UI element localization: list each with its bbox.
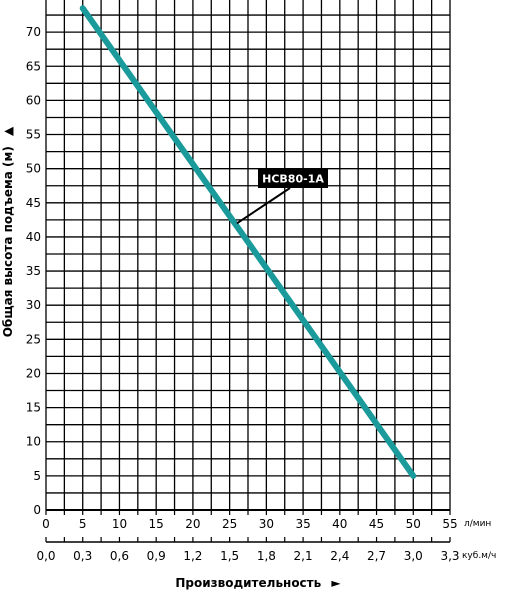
x-tick-label: 50 xyxy=(406,517,421,531)
y-axis-title-text: Общая высота подъема (м) xyxy=(1,146,15,337)
x-axis-title: Производительность ► xyxy=(175,576,341,590)
x-tick-label: 0 xyxy=(42,517,50,531)
y-tick-label: 55 xyxy=(26,128,41,142)
y-tick-label: 65 xyxy=(26,59,41,73)
x-tick-label: 30 xyxy=(259,517,274,531)
x-secondary-tick-label: 2,7 xyxy=(367,549,386,563)
y-tick-label: 50 xyxy=(26,162,41,176)
annotation-label: HCB80-1A xyxy=(262,173,324,186)
x-secondary-tick-label: 1,5 xyxy=(220,549,239,563)
x-axis-arrow: ► xyxy=(331,576,341,590)
y-tick-label: 35 xyxy=(26,264,41,278)
x-tick-label: 20 xyxy=(185,517,200,531)
y-tick-label: 10 xyxy=(26,435,41,449)
x-secondary-tick-label: 0,9 xyxy=(147,549,166,563)
annotation: HCB80-1A xyxy=(236,168,328,225)
x-secondary-tick-label: 0,3 xyxy=(73,549,92,563)
annotation-box xyxy=(258,168,328,188)
x-tick-labels-primary: 0 5 10 15 20 25 30 35 40 45 50 55 xyxy=(42,517,457,531)
x-secondary-tick-label: 3,3 xyxy=(440,549,459,563)
y-tick-label: 5 xyxy=(33,469,41,483)
y-tick-label: 0 xyxy=(33,503,41,517)
y-axis-title: Общая высота подъема (м) ▲ xyxy=(1,126,15,337)
y-tick-label: 40 xyxy=(26,230,41,244)
y-tick-label: 60 xyxy=(26,93,41,107)
annotation-leader-line xyxy=(236,187,291,225)
x-tick-label: 55 xyxy=(442,517,457,531)
x-secondary-tick-label: 0,0 xyxy=(36,549,55,563)
x-tick-label: 45 xyxy=(369,517,384,531)
series-line xyxy=(79,5,417,479)
x-tick-label: 15 xyxy=(149,517,164,531)
x-secondary-unit-label: куб.м/ч xyxy=(462,551,496,561)
x-secondary-tick-label: 1,8 xyxy=(257,549,276,563)
x-tick-label: 35 xyxy=(295,517,310,531)
y-tick-labels: 0 5 10 15 20 25 30 35 40 45 50 55 60 65 70 xyxy=(26,25,41,517)
x-tick-label: 40 xyxy=(332,517,347,531)
x-secondary-tick-label: 2,4 xyxy=(330,549,349,563)
x-secondary-tick-label: 3,0 xyxy=(404,549,423,563)
y-tick-label: 30 xyxy=(26,298,41,312)
x-tick-label: 10 xyxy=(112,517,127,531)
x-tick-label: 5 xyxy=(79,517,87,531)
y-tick-label: 20 xyxy=(26,366,41,380)
axes xyxy=(45,509,451,543)
x-tick-label: 25 xyxy=(222,517,237,531)
x-primary-unit-label: л/мин xyxy=(464,519,491,529)
y-axis-arrow: ▲ xyxy=(1,126,15,136)
y-tick-label: 25 xyxy=(26,332,41,346)
x-secondary-tick-label: 0,6 xyxy=(110,549,129,563)
x-secondary-tick-label: 1,2 xyxy=(183,549,202,563)
x-axis-title-text: Производительность xyxy=(175,576,321,590)
x-tick-labels-secondary: 0,0 0,3 0,6 0,9 1,2 1,5 1,8 2,1 2,4 2,7 3,0 3,3 xyxy=(36,549,459,563)
series xyxy=(79,5,417,479)
x-secondary-tick-label: 2,1 xyxy=(294,549,313,563)
y-tick-label: 70 xyxy=(26,25,41,39)
y-tick-label: 45 xyxy=(26,196,41,210)
grid xyxy=(45,0,451,511)
y-tick-label: 15 xyxy=(26,401,41,415)
